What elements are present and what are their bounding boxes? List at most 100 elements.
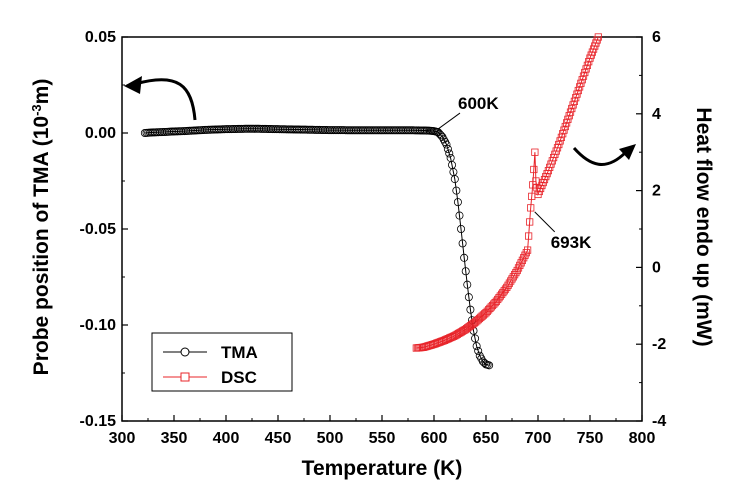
- dsc-line: [416, 36, 599, 349]
- x-tick-label: 750: [577, 430, 604, 447]
- left-axis-arrow: [134, 78, 197, 121]
- dsc-point: [531, 148, 539, 156]
- y-axis-left-label: Probe position of TMA (10-3m): [29, 79, 54, 376]
- tma-point: [436, 131, 445, 140]
- x-tick-label: 800: [629, 430, 656, 447]
- dsc-point: [517, 259, 525, 267]
- y-right-tick-label: 6: [652, 29, 661, 46]
- x-tick-label: 700: [525, 430, 552, 447]
- tma-line: [144, 128, 490, 366]
- legend-label-dsc: DSC: [221, 368, 257, 387]
- tma-point: [450, 175, 459, 184]
- x-tick-label: 350: [161, 430, 188, 447]
- legend-marker-dsc: [180, 372, 190, 382]
- right-axis-arrowhead: [619, 144, 636, 160]
- right-axis-arrow: [572, 147, 628, 166]
- tma-point: [445, 149, 454, 158]
- dsc-point: [522, 249, 530, 257]
- tma-point: [435, 129, 444, 138]
- dsc-point: [527, 204, 535, 212]
- dsc-point: [509, 273, 517, 281]
- dsc-point: [501, 285, 510, 293]
- dsc-point: [510, 271, 519, 279]
- tma-point: [443, 144, 452, 153]
- dsc-point: [594, 33, 602, 41]
- tick-labels: 300 350 400 450 500 550 600 650 700 750 800 -0.15 -0…: [80, 29, 667, 447]
- tma-point: [455, 211, 464, 220]
- annotation-600k: 600K: [458, 94, 499, 113]
- tma-point: [471, 334, 480, 343]
- tma-point: [485, 361, 494, 370]
- annotation-600k-leader: [437, 112, 461, 130]
- legend-label-tma: TMA: [221, 343, 258, 362]
- y-axis-right-label: Heat flow endo up (mW): [692, 107, 715, 346]
- dsc-point: [479, 311, 488, 319]
- tma-point: [474, 346, 483, 355]
- dsc-point: [577, 79, 585, 87]
- dsc-point: [564, 115, 572, 123]
- y-right-tick-label: -2: [652, 336, 666, 353]
- x-tick-label: 450: [265, 430, 292, 447]
- dsc-point: [525, 232, 533, 240]
- tma-point: [463, 280, 472, 289]
- y-left-tick-label: 0.05: [85, 29, 116, 46]
- tma-point: [452, 186, 461, 195]
- tma-point: [439, 135, 448, 144]
- y-right-tick-label: 4: [652, 106, 661, 123]
- legend-box: [151, 332, 293, 392]
- tma-point: [461, 267, 470, 276]
- dsc-point: [508, 275, 516, 283]
- series-lines: [144, 36, 599, 366]
- tma-point: [472, 342, 481, 351]
- dsc-point: [524, 246, 532, 254]
- x-tick-label: 500: [317, 430, 344, 447]
- x-tick-label: 600: [421, 430, 448, 447]
- legend-marker-tma: [180, 347, 190, 357]
- dsc-point: [504, 281, 512, 289]
- tma-point: [458, 239, 467, 248]
- x-tick-label: 650: [473, 430, 500, 447]
- tma-point: [466, 305, 475, 314]
- tma-point: [460, 253, 469, 262]
- dsc-point: [518, 256, 527, 264]
- x-tick-label: 300: [109, 430, 136, 447]
- y-right-tick-label: 0: [652, 259, 661, 276]
- dsc-point: [526, 218, 534, 226]
- y-right-tick-label: 2: [652, 183, 661, 200]
- left-axis-arrowhead: [124, 76, 142, 94]
- y-left-tick-label: -0.10: [80, 317, 117, 334]
- dsc-point: [521, 251, 529, 259]
- dsc-point: [505, 279, 514, 287]
- dsc-point: [570, 97, 579, 105]
- dsc-point: [513, 266, 521, 275]
- dsc-point: [481, 310, 489, 318]
- dsc-point: [512, 268, 520, 277]
- y-left-tick-label: -0.15: [80, 413, 117, 430]
- series-points: [140, 33, 602, 370]
- tma-point: [457, 224, 466, 233]
- dsc-point: [460, 326, 468, 334]
- legend: TMA DSC: [151, 332, 293, 392]
- dsc-point: [516, 261, 524, 269]
- y-right-tick-label: -4: [652, 413, 666, 430]
- dsc-point: [507, 277, 515, 285]
- ticks: [121, 36, 643, 422]
- tma-point: [464, 293, 473, 302]
- dsc-point: [514, 264, 523, 272]
- dsc-point: [559, 130, 567, 138]
- annotation-693k-leader: [534, 211, 556, 233]
- tma-point: [453, 198, 462, 207]
- tma-point: [438, 132, 447, 141]
- tma-point: [441, 137, 450, 146]
- x-tick-label: 400: [213, 430, 240, 447]
- dsc-point: [555, 140, 563, 149]
- dsc-point: [520, 254, 528, 262]
- y-left-tick-label: -0.05: [80, 221, 117, 238]
- x-axis-label: Temperature (K): [302, 457, 463, 480]
- tma-point: [442, 140, 451, 149]
- x-tick-label: 550: [369, 430, 396, 447]
- y-left-tick-label: 0.00: [85, 125, 116, 142]
- dsc-point: [503, 283, 511, 291]
- axis-arrows: [124, 76, 636, 166]
